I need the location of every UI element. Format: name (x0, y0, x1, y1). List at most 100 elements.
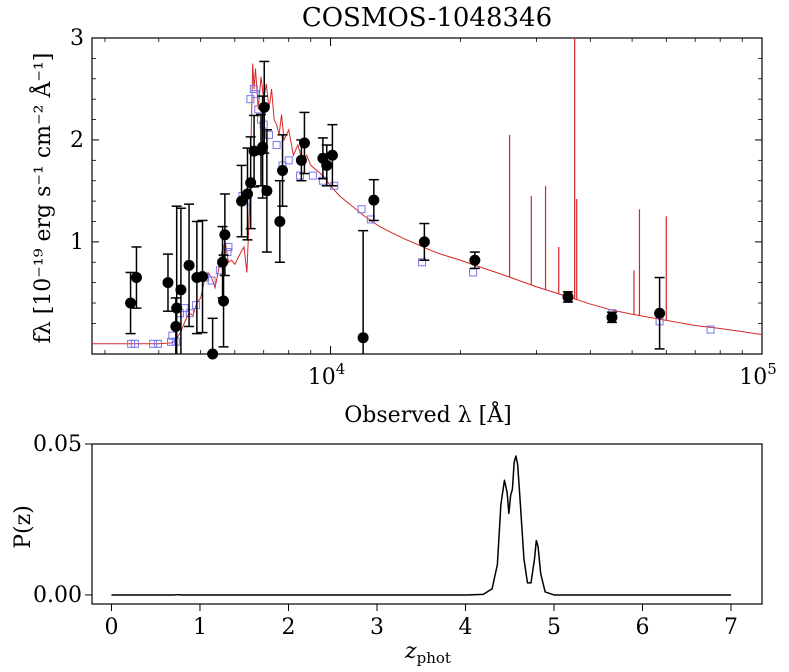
photometry-point (606, 311, 618, 324)
photometry-marker (183, 259, 195, 271)
photometry-marker (162, 277, 174, 289)
photometry-point (357, 229, 369, 354)
sed-y-tick-label: 1 (70, 230, 84, 255)
photometry-point (326, 123, 338, 187)
sed-x-tick-label: 104 (308, 360, 346, 390)
sed-model-photometry (127, 84, 715, 348)
photometry-point (298, 111, 310, 175)
photometry-marker (321, 159, 333, 171)
sed-observed-photometry (125, 60, 666, 360)
photometry-marker (258, 101, 270, 113)
model-photometry-point (153, 339, 162, 348)
model-photometry-point (251, 90, 260, 99)
photometry-marker (277, 165, 289, 177)
photometry-marker (368, 194, 380, 206)
model-photometry-point (167, 337, 176, 346)
sed-x-axis-label: Observed λ [Å] (344, 400, 511, 428)
photometry-point (219, 193, 231, 277)
photometry-point (368, 178, 380, 222)
model-photometry-point (149, 339, 158, 348)
photometry-marker (130, 272, 142, 284)
model-photometry-point (308, 171, 317, 180)
pz-y-tick-label: 0.05 (33, 432, 82, 457)
photometry-marker (125, 297, 137, 309)
photometry-marker (606, 311, 618, 323)
photometry-marker (295, 154, 307, 166)
pz-x-axis-label-main: z (404, 639, 417, 664)
photometry-point (125, 271, 137, 335)
sed-y-axis-label: fλ [10⁻¹⁹ erg s⁻¹ cm⁻² Å⁻¹] (28, 53, 56, 344)
photometry-point (162, 253, 174, 312)
photometry-marker (274, 215, 286, 227)
photometry-marker (326, 149, 338, 161)
model-photometry-point (272, 141, 281, 150)
model-photometry-point (246, 95, 255, 104)
model-photometry-point (706, 325, 715, 334)
photometry-marker (654, 307, 666, 319)
pz-x-tick-label: 7 (724, 615, 738, 640)
photometry-marker (298, 137, 310, 149)
sed-plot: 1 2 3 104 105 (70, 26, 777, 390)
photometry-marker (418, 236, 430, 248)
photometry-marker (171, 302, 183, 314)
photometry-point (654, 276, 666, 350)
photometry-point (207, 317, 219, 360)
photometry-marker (562, 291, 574, 303)
photometry-point (469, 251, 481, 270)
photometry-point (183, 203, 195, 328)
photometry-point (257, 95, 269, 199)
pz-curve (111, 455, 732, 596)
photometry-point (175, 207, 187, 354)
sed-y-tick-label: 2 (70, 128, 84, 153)
photometry-marker (219, 229, 231, 241)
pz-x-tick-label: 2 (281, 615, 295, 640)
photometry-marker (197, 271, 209, 283)
photometry-marker (261, 185, 273, 197)
photometry-point (130, 246, 142, 309)
pz-x-tick-label: 3 (370, 615, 384, 640)
model-photometry-point (185, 309, 194, 318)
sed-x-tick-label: 105 (739, 360, 777, 390)
model-photometry-point (296, 171, 305, 180)
pz-x-axis-label: zphot (404, 639, 451, 667)
photometry-marker (357, 332, 369, 344)
photometry-marker (207, 348, 219, 360)
model-photometry-point (249, 84, 258, 93)
photometry-marker (175, 284, 187, 296)
photometry-point (274, 179, 286, 264)
pz-plot: 0 1 2 3 4 5 6 7 0.00 0.05 (33, 432, 763, 640)
photometry-point (261, 128, 273, 253)
model-photometry-point (264, 130, 273, 139)
photometry-marker (217, 256, 229, 268)
photometry-marker (218, 295, 230, 307)
pz-x-axis-label-sub: phot (417, 649, 451, 667)
photometry-point (277, 134, 289, 207)
photometry-marker (257, 141, 269, 153)
pz-x-tick-label: 0 (104, 615, 118, 640)
sed-model-spectrum (92, 38, 763, 345)
model-photometry-point (284, 156, 293, 165)
model-photometry-point (357, 205, 366, 214)
pz-x-tick-label: 4 (459, 615, 473, 640)
model-photometry-point (469, 268, 478, 277)
photometry-marker (469, 254, 481, 266)
sed-plot-frame (91, 37, 763, 355)
photometry-marker (170, 320, 182, 332)
photometry-point (171, 205, 183, 354)
pz-axis-ticks: 0 1 2 3 4 5 6 7 0.00 0.05 (33, 432, 738, 640)
pz-x-tick-label: 1 (193, 615, 207, 640)
pz-y-tick-label: 0.00 (33, 583, 82, 608)
pz-x-tick-label: 5 (547, 615, 561, 640)
photometry-point (236, 164, 248, 238)
photometry-point (218, 254, 230, 348)
sed-axis-ticks: 1 2 3 104 105 (70, 26, 777, 390)
pz-y-axis-label: P(z) (11, 505, 36, 549)
photometry-point (197, 219, 209, 334)
model-photometry-point (130, 339, 139, 348)
pz-plot-frame (91, 443, 763, 605)
pz-x-tick-label: 6 (636, 615, 650, 640)
pz-series-line (111, 455, 732, 596)
model-photometry-point (192, 301, 201, 310)
photometry-point (418, 222, 430, 261)
